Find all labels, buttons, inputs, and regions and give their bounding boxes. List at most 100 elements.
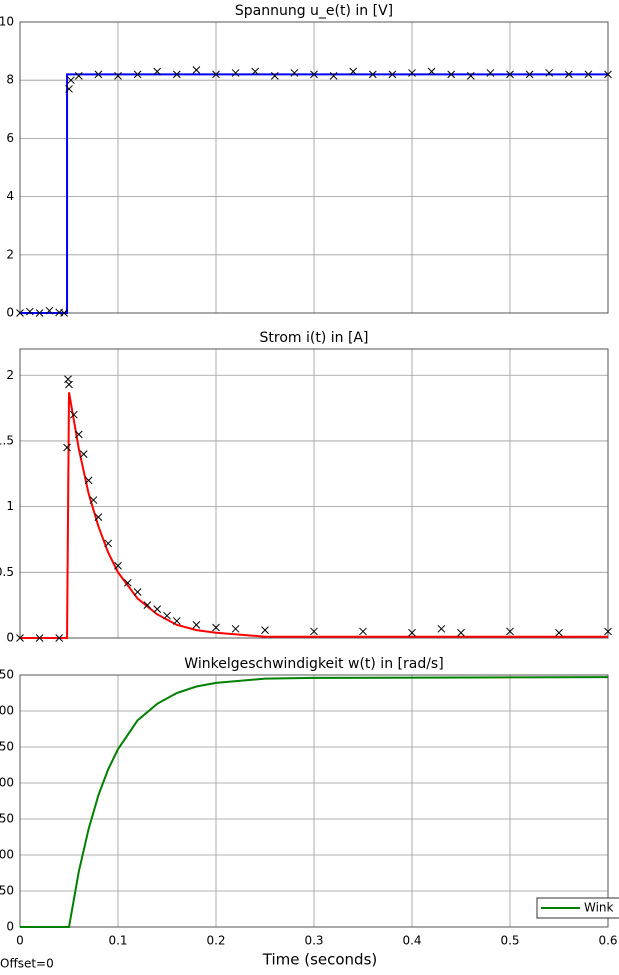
data-marker (45, 306, 54, 315)
data-marker (192, 66, 201, 74)
y-tick-label: 2 (6, 368, 14, 382)
data-marker (123, 578, 132, 587)
data-marker (212, 623, 220, 632)
data-marker (349, 67, 358, 76)
data-marker (359, 627, 367, 636)
data-marker (604, 70, 612, 79)
y-tick-label: 250 (0, 740, 14, 754)
data-marker (466, 71, 475, 80)
marker-stroke (457, 628, 465, 637)
data-marker (427, 67, 436, 76)
marker-stroke (172, 70, 181, 79)
data-line (20, 676, 609, 928)
marker-stroke (89, 496, 98, 504)
data-marker (79, 450, 88, 458)
data-marker (74, 71, 83, 80)
plot-frame (19, 348, 609, 639)
data-marker (251, 67, 260, 76)
data-marker (133, 588, 142, 596)
data-marker (65, 85, 73, 93)
marker-stroke (555, 628, 563, 637)
marker-stroke (104, 539, 113, 548)
marker-stroke (231, 69, 240, 77)
data-marker (65, 380, 73, 389)
marker-stroke (74, 71, 83, 80)
data-marker (172, 70, 181, 79)
marker-stroke (25, 307, 34, 316)
marker-stroke (192, 66, 201, 74)
data-marker (545, 69, 554, 77)
data-marker (89, 496, 98, 504)
marker-stroke (16, 634, 24, 642)
chart-title: Strom i(t) in [A] (260, 330, 369, 346)
marker-stroke (466, 71, 475, 80)
marker-stroke (486, 69, 495, 77)
data-marker (143, 601, 152, 610)
y-tick-label: 0 (6, 631, 14, 645)
data-marker (408, 628, 416, 637)
y-tick-label: 4 (6, 189, 14, 203)
marker-stroke (70, 410, 78, 419)
marker-stroke (251, 67, 260, 76)
marker-stroke (35, 634, 44, 642)
data-marker (94, 513, 103, 521)
data-marker (437, 624, 446, 633)
data-marker (457, 628, 465, 637)
data-marker (114, 561, 122, 570)
marker-stroke (74, 430, 83, 439)
marker-stroke (437, 624, 446, 633)
data-line (20, 392, 608, 639)
marker-stroke (114, 71, 122, 80)
data-marker (408, 69, 416, 77)
data-marker (63, 443, 71, 452)
y-tick-label: 6 (6, 131, 14, 145)
data-marker (74, 430, 83, 439)
y-tick-label: 0 (6, 306, 14, 320)
marker-stroke (506, 627, 514, 636)
y-tick-label: 8 (6, 73, 14, 87)
marker-stroke (349, 67, 358, 76)
y-tick-label: 0.5 (0, 565, 14, 579)
marker-stroke (212, 70, 220, 79)
y-tick-label: 1.5 (0, 433, 14, 447)
marker-stroke (388, 70, 397, 79)
marker-stroke (114, 561, 122, 570)
marker-stroke (133, 70, 142, 79)
y-tick-label: 50 (0, 884, 14, 898)
x-tick-label: 0.6 (598, 934, 617, 948)
data-marker (604, 627, 612, 636)
marker-stroke (84, 476, 93, 485)
marker-stroke (212, 623, 220, 632)
marker-stroke (94, 513, 103, 521)
data-marker (16, 634, 24, 642)
data-marker (153, 67, 162, 76)
marker-stroke (270, 71, 279, 80)
data-marker (310, 627, 318, 636)
marker-stroke (584, 70, 593, 79)
chart-title: Winkelgeschwindigkeit w(t) in [rad/s] (184, 656, 443, 672)
data-marker (163, 611, 171, 620)
marker-stroke (133, 588, 142, 596)
marker-stroke (506, 70, 514, 79)
marker-stroke (63, 443, 71, 452)
data-marker (67, 76, 75, 85)
data-marker (70, 410, 78, 419)
x-tick-label: 0.4 (402, 934, 421, 948)
marker-stroke (525, 70, 534, 79)
y-tick-label: 300 (0, 704, 14, 718)
marker-stroke (192, 621, 201, 629)
marker-stroke (231, 624, 240, 633)
marker-stroke (359, 627, 367, 636)
marker-stroke (368, 70, 377, 79)
y-tick-label: 10 (0, 15, 14, 29)
data-marker (231, 624, 240, 633)
data-line (20, 73, 608, 314)
marker-stroke (261, 626, 269, 634)
data-marker (35, 309, 44, 317)
marker-stroke (35, 309, 44, 317)
y-tick-label: 2 (6, 247, 14, 261)
marker-stroke (310, 70, 318, 79)
data-marker (270, 71, 279, 80)
